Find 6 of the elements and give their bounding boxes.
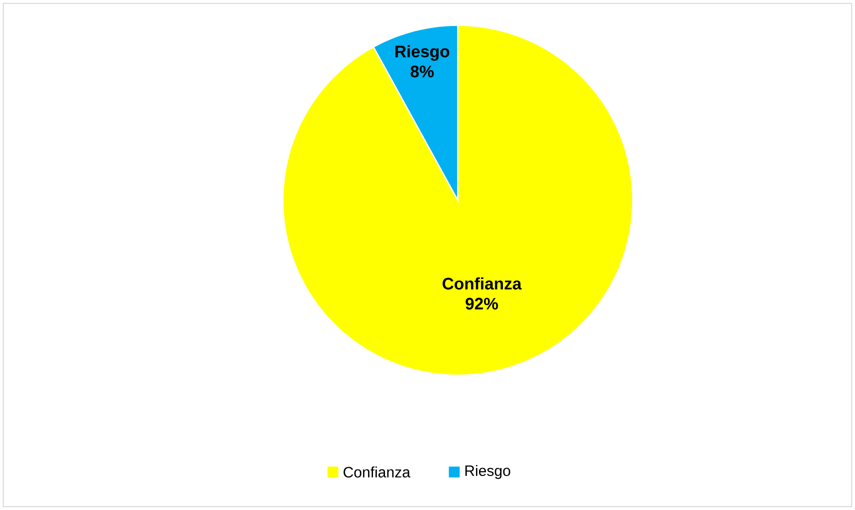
legend-label: Riesgo bbox=[465, 465, 510, 479]
slice-label: Riesgo bbox=[395, 45, 450, 61]
slice-label: Confianza bbox=[442, 277, 522, 290]
data-label: 8% bbox=[410, 66, 434, 78]
data-label: 92% bbox=[466, 298, 498, 310]
legend-label: Confianza bbox=[344, 466, 410, 478]
